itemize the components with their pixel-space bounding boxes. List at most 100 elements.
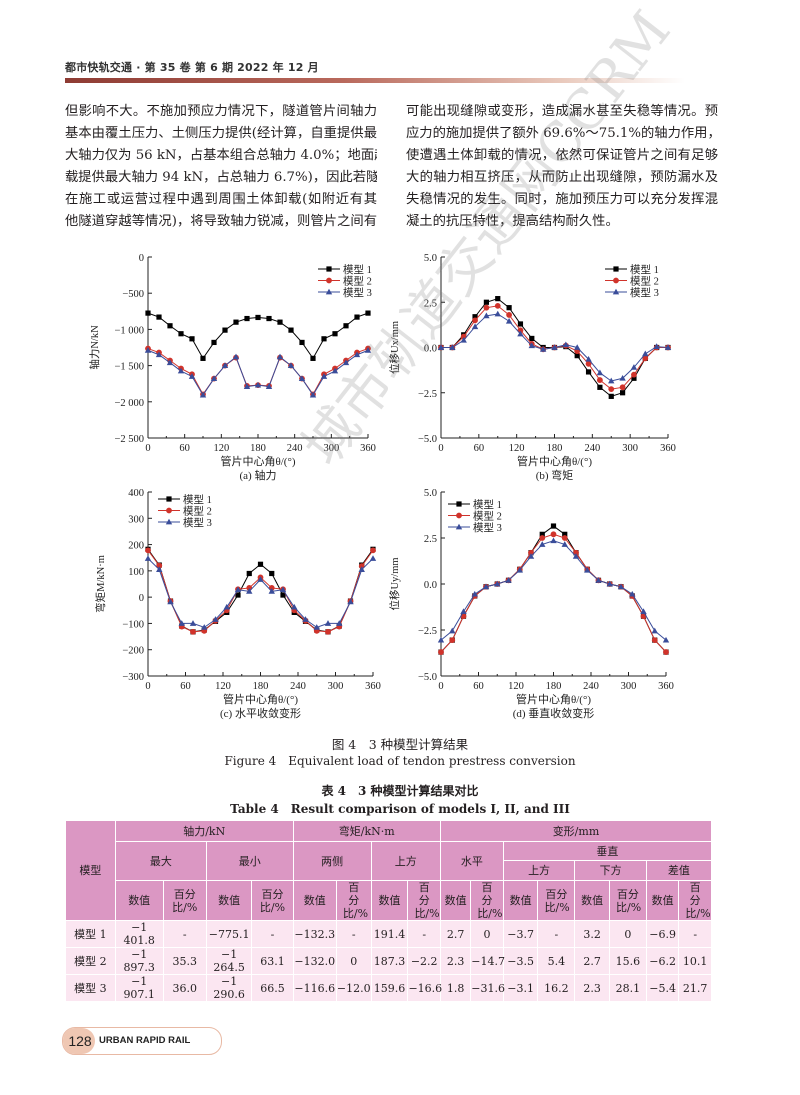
table-cell: 191.4 <box>370 920 409 948</box>
table-cell: - <box>251 920 294 948</box>
legend-marker <box>165 518 173 525</box>
header-rule <box>65 78 685 83</box>
table-cell: −1 907.1 <box>114 974 164 1002</box>
table-cell: - <box>407 920 441 948</box>
y-tick-label: 2.5 <box>424 298 437 309</box>
table-cell: - <box>678 920 712 948</box>
y-axis-label: 位移Uy/mm <box>388 557 401 610</box>
y-tick-label: −2 500 <box>114 434 144 445</box>
data-point <box>505 577 512 583</box>
th-v-top: 上方 <box>502 860 576 881</box>
body-text-line: 在施工或运营过程中遇到周围土体卸载(如附近有其 <box>65 192 377 207</box>
y-tick-label: 0.0 <box>424 344 437 355</box>
chart-b: 0 60 120 180 240 300 360 5.0 2.5 0.0 −2.5 −5.0 位移Ux/… <box>388 253 676 482</box>
data-point <box>517 321 524 327</box>
x-tick-label: 300 <box>622 443 638 454</box>
body-text-line: 但影响不大。不施加预应力情况下，隧道管片间轴力 <box>65 104 377 119</box>
data-point <box>494 302 501 309</box>
data-point <box>199 391 207 398</box>
data-point <box>529 335 535 342</box>
x-tick-label: 180 <box>253 681 269 692</box>
table-cell: −12.0 <box>335 974 372 1002</box>
legend-label: 模型 3 <box>630 286 659 299</box>
data-point <box>302 616 309 622</box>
table-cell: - <box>537 920 576 948</box>
body-text-line: 大轴力仅为 56 kN，占基本组合总轴力 4.0%；地面超 <box>65 148 377 163</box>
data-point <box>233 319 239 325</box>
legend-label: 模型 3 <box>343 286 372 299</box>
table-cell: −3.7 <box>502 920 539 948</box>
data-point <box>471 590 478 597</box>
data-point <box>369 555 377 561</box>
legend-label: 模型 2 <box>183 505 212 518</box>
data-point <box>585 355 592 362</box>
row-label: 模型 3 <box>65 974 116 1002</box>
data-point <box>630 364 638 370</box>
data-point <box>640 608 647 614</box>
x-axis-label: 管片中心角θ/(°) <box>516 692 591 706</box>
th-value: 数值 <box>439 880 472 921</box>
x-tick-label: 300 <box>323 443 339 454</box>
data-point <box>516 566 523 573</box>
table-cell: - <box>335 920 372 948</box>
legend-marker <box>325 288 333 295</box>
body-text-line: 可能出现缝隙或变形，造成漏水甚至失稳等情况。预 <box>406 104 718 119</box>
table-cell: −3.1 <box>502 974 539 1002</box>
data-point <box>291 603 298 610</box>
data-point <box>574 344 581 350</box>
series-line <box>147 549 374 633</box>
data-point <box>664 344 672 350</box>
x-tick-label: 0 <box>145 443 150 454</box>
body-text-line: 使遭遇土体卸载的情况，依然可保证管片之间有足够 <box>406 148 718 163</box>
th-percent: 百分比/% <box>537 880 576 921</box>
table-cell: 1.8 <box>439 974 472 1002</box>
data-point <box>449 627 456 634</box>
legend-marker <box>613 277 619 284</box>
data-point <box>572 553 580 559</box>
data-point <box>313 624 320 630</box>
x-tick-label: 360 <box>360 443 376 454</box>
data-point <box>364 347 372 353</box>
x-tick-label: 180 <box>546 681 562 692</box>
data-point <box>494 310 501 317</box>
y-tick-label: 5.0 <box>424 488 437 499</box>
data-point <box>223 603 230 610</box>
x-tick-label: 180 <box>547 443 563 454</box>
data-point <box>155 351 163 358</box>
table-cell: −116.6 <box>292 974 337 1002</box>
data-point <box>145 310 151 316</box>
data-point <box>460 608 467 614</box>
data-point <box>277 319 283 325</box>
data-point <box>663 649 669 655</box>
data-point <box>460 336 467 343</box>
x-axis-label: 管片中心角θ/(°) <box>223 692 298 706</box>
data-point <box>325 628 331 635</box>
chart-a: 0 60 120 180 240 300 360 0 −500 −1 000 −1 500 −2 00… <box>88 253 376 482</box>
legend-marker <box>326 277 332 284</box>
data-point <box>266 315 272 322</box>
th-percent: 百分比/% <box>407 880 441 921</box>
x-tick-label: 120 <box>509 443 525 454</box>
data-point <box>617 583 625 590</box>
th-percent: 百分比/% <box>251 880 294 921</box>
data-point <box>246 570 252 577</box>
data-point <box>483 299 489 305</box>
th-sides: 两侧 <box>292 841 372 881</box>
legend-label: 模型 2 <box>473 510 502 523</box>
series-line <box>440 525 667 653</box>
running-head: 都市快轨交通 · 第 35 卷 第 6 期 2022 年 12 月 <box>65 61 319 74</box>
y-tick-label: −200 <box>122 646 144 657</box>
body-text-line: 基本由覆土压力、土侧压力提供(经计算，自重提供最 <box>65 126 377 141</box>
x-tick-label: 120 <box>508 681 524 692</box>
data-point <box>606 580 613 587</box>
x-tick-label: 240 <box>290 681 306 692</box>
data-point <box>358 566 365 572</box>
legend-marker <box>456 501 462 507</box>
y-tick-label: 100 <box>128 567 144 578</box>
table-row: 模型 3 −1 907.1 36.0 −1 290.6 66.5 −116.6 −12.0 1… <box>65 974 712 1002</box>
chart-subtitle: (d) 垂直收敛变形 <box>513 706 595 720</box>
data-point <box>365 310 371 316</box>
data-point <box>642 350 649 357</box>
y-tick-label: −2.5 <box>418 626 437 637</box>
x-tick-label: 240 <box>583 681 599 692</box>
